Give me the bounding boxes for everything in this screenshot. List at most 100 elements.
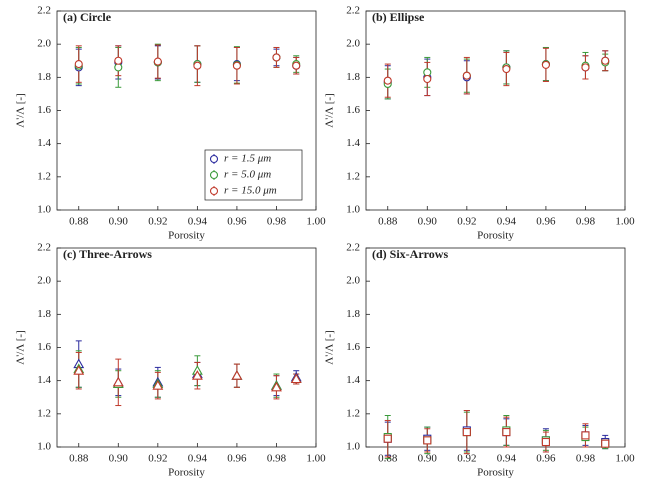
y-tick-label: 1.6: [37, 104, 51, 116]
marker: [290, 373, 302, 384]
x-tick-label: 0.94: [497, 216, 517, 228]
y-tick-label: 1.0: [346, 204, 360, 216]
y-tick-label: 1.4: [37, 137, 51, 149]
y-tick-label: 1.8: [37, 71, 51, 83]
x-axis-label: Porosity: [168, 467, 205, 479]
marker: [423, 74, 432, 84]
marker: [114, 56, 123, 65]
x-tick-label: 1.00: [615, 216, 635, 228]
y-tick-label: 2.0: [37, 275, 51, 287]
y-tick-label: 1.0: [346, 441, 360, 453]
x-tick-label: 0.98: [576, 453, 596, 465]
y-tick-label: 2.2: [37, 5, 51, 17]
marker: [292, 61, 301, 70]
x-axis-label: Porosity: [477, 230, 514, 242]
legend-box: [204, 149, 303, 201]
panel-title: (d) Six-Arrows: [372, 247, 448, 261]
axes-box: [365, 247, 626, 448]
x-tick-label: 0.96: [227, 453, 247, 465]
marker: [601, 56, 610, 65]
marker: [502, 428, 511, 437]
x-tick-label: 0.98: [267, 216, 287, 228]
marker: [193, 61, 202, 70]
panel-title: (b) Ellipse: [372, 10, 425, 24]
marker: [423, 436, 432, 445]
x-tick-label: 0.96: [536, 453, 556, 465]
axes-box: [56, 247, 317, 448]
panel: 1.0 1.2 1.4 1.6 1.8 2.0 2.2 0.88 0.90 0.92 0.94 0.9…: [15, 5, 327, 242]
marker: [153, 57, 162, 66]
y-tick-label: 2.0: [37, 38, 51, 50]
x-tick-label: 0.98: [267, 453, 287, 465]
x-tick-label: 0.94: [188, 216, 208, 228]
x-tick-label: 0.90: [418, 453, 438, 465]
marker: [152, 380, 164, 390]
marker: [73, 365, 85, 375]
y-tick-label: 2.2: [346, 5, 360, 17]
y-tick-label: 1.2: [37, 407, 51, 419]
legend-marker: [209, 154, 219, 164]
legend-marker: [209, 186, 219, 196]
y-tick-label: 1.6: [37, 341, 51, 353]
x-tick-label: 0.90: [418, 216, 438, 228]
marker: [272, 53, 281, 62]
x-tick-label: 1.00: [306, 453, 326, 465]
y-tick-label: 1.0: [37, 441, 51, 453]
y-tick-label: 2.2: [346, 242, 360, 254]
x-tick-label: 0.94: [188, 453, 208, 465]
y-tick-label: 1.6: [346, 104, 360, 116]
x-tick-label: 0.92: [148, 216, 167, 228]
marker: [231, 370, 243, 380]
marker: [191, 370, 203, 380]
y-tick-label: 1.8: [346, 308, 360, 320]
x-tick-label: 0.98: [576, 216, 596, 228]
y-tick-label: 1.2: [37, 170, 51, 182]
y-tick-label: 1.4: [37, 374, 51, 386]
x-tick-label: 1.00: [306, 216, 326, 228]
x-tick-label: 0.90: [109, 216, 129, 228]
marker: [232, 61, 241, 70]
x-tick-label: 0.94: [497, 453, 517, 465]
y-axis-label: Λ'/Λ [-]: [324, 93, 336, 127]
x-tick-label: 0.92: [457, 453, 476, 465]
marker: [581, 431, 590, 440]
marker: [502, 64, 511, 74]
panel-title: (c) Three-Arrows: [63, 247, 152, 261]
marker: [423, 68, 432, 77]
x-tick-label: 0.88: [378, 216, 398, 228]
x-axis-label: Porosity: [477, 467, 514, 479]
marker: [541, 60, 550, 69]
marker: [581, 63, 590, 72]
y-axis-label: Λ'/Λ [-]: [15, 93, 27, 127]
marker: [112, 376, 124, 387]
x-tick-label: 0.88: [69, 453, 89, 465]
x-tick-label: 0.88: [69, 216, 89, 228]
marker: [462, 428, 471, 437]
y-tick-label: 2.0: [346, 38, 360, 50]
marker: [271, 381, 282, 392]
y-tick-label: 1.2: [346, 407, 360, 419]
marker: [541, 437, 550, 447]
panel: 1.01.21.41.61.82.02.20.880.900.920.940.9…: [324, 242, 636, 479]
y-tick-label: 2.0: [346, 275, 360, 287]
marker: [383, 434, 392, 443]
panel-title: (a) Circle: [63, 10, 112, 24]
x-axis-label: Porosity: [168, 230, 205, 242]
y-axis-label: Λ'/Λ [-]: [324, 330, 336, 364]
x-tick-label: 0.92: [148, 453, 167, 465]
y-tick-label: 1.4: [346, 137, 360, 149]
y-tick-label: 1.6: [346, 341, 360, 353]
marker: [601, 439, 610, 448]
y-tick-label: 1.8: [346, 71, 360, 83]
y-axis-label: Λ'/Λ [-]: [15, 330, 27, 364]
legend-label: r = 1.5 μm: [224, 153, 271, 165]
y-tick-label: 1.2: [346, 170, 360, 182]
axes-box: [365, 10, 626, 211]
y-tick-label: 1.4: [346, 374, 360, 386]
marker: [383, 76, 392, 85]
y-tick-label: 1.0: [37, 204, 51, 216]
legend-label: r = 5.0 μm: [224, 169, 271, 181]
legend-label: r = 15.0 μm: [224, 185, 277, 197]
